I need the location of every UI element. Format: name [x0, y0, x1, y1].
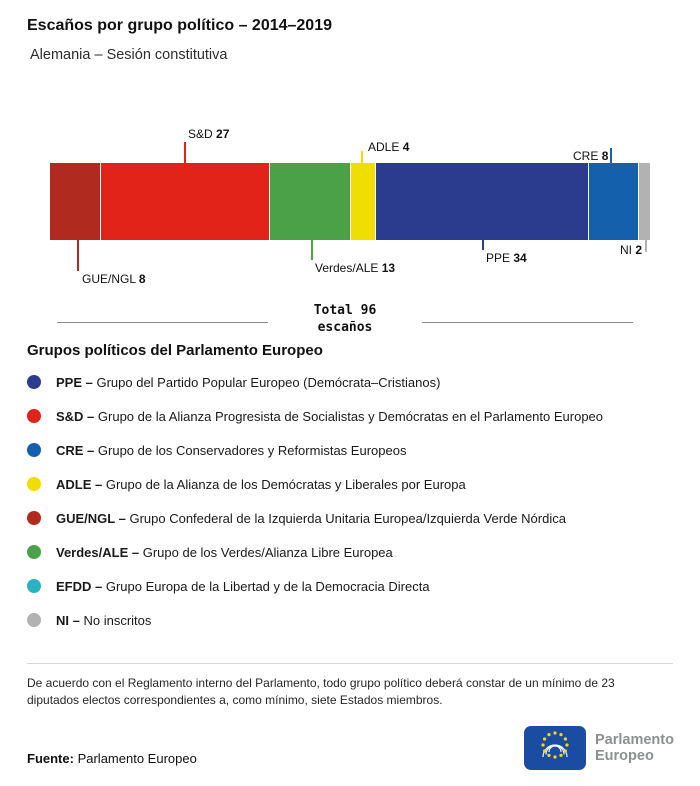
legend-color-dot-icon	[27, 579, 41, 593]
legend-color-dot-icon	[27, 545, 41, 559]
legend-item-label: ADLE – Grupo de la Alianza de los Demócr…	[56, 476, 466, 492]
total-divider-right	[422, 322, 633, 323]
callout-verdes-ale: Verdes/ALE 13	[315, 261, 396, 275]
page-subtitle: Alemania – Sesión constitutiva	[30, 47, 228, 63]
bar-segment-NI	[637, 163, 650, 240]
callout-gue-ngl: GUE/NGL 8	[82, 272, 146, 286]
leader-line-cre	[610, 148, 612, 163]
legend-item: S&D – Grupo de la Alianza Progresista de…	[27, 399, 677, 433]
total-seats-value: 96	[360, 303, 377, 318]
legend-color-dot-icon	[27, 477, 41, 491]
page-title: Escaños por grupo político – 2014–2019	[27, 17, 332, 34]
legend-heading: Grupos políticos del Parlamento Europeo	[27, 342, 323, 359]
callout-cre: CRE 8	[573, 149, 609, 163]
legend-color-dot-icon	[27, 409, 41, 423]
legend-item: Verdes/ALE – Grupo de los Verdes/Alianza…	[27, 535, 677, 569]
footnote-divider	[27, 663, 673, 664]
total-seats-unit: escaños	[317, 320, 373, 335]
legend-color-dot-icon	[27, 375, 41, 389]
legend-item-label: PPE – Grupo del Partido Popular Europeo …	[56, 374, 441, 390]
bar-segment-S&D	[100, 163, 269, 240]
bar-segment-Verdes/ALE	[268, 163, 350, 240]
legend-item: CRE – Grupo de los Conservadores y Refor…	[27, 433, 677, 467]
legend-item-label: NI – No inscritos	[56, 612, 152, 628]
legend: PPE – Grupo del Partido Popular Europeo …	[27, 365, 677, 637]
legend-item: ADLE – Grupo de la Alianza de los Demócr…	[27, 467, 677, 501]
bar-segment-CRE	[587, 163, 638, 240]
legend-item-label: CRE – Grupo de los Conservadores y Refor…	[56, 442, 407, 458]
legend-item-label: Verdes/ALE – Grupo de los Verdes/Alianza…	[56, 544, 393, 560]
source-label: Fuente:	[27, 751, 74, 766]
legend-color-dot-icon	[27, 613, 41, 627]
legend-item: PPE – Grupo del Partido Popular Europeo …	[27, 365, 677, 399]
leader-line-adle	[361, 151, 363, 163]
footnote-text: De acuerdo con el Reglamento interno del…	[27, 676, 615, 707]
bar-segment-PPE	[375, 163, 588, 240]
ep-logo-text: Parlamento Europeo	[595, 732, 674, 764]
legend-color-dot-icon	[27, 443, 41, 457]
legend-item: NI – No inscritos	[27, 603, 677, 637]
source-line: Fuente: Parlamento Europeo	[27, 751, 197, 766]
total-divider-left	[57, 322, 268, 323]
legend-color-dot-icon	[27, 511, 41, 525]
legend-item: EFDD – Grupo Europa de la Libertad y de …	[27, 569, 677, 603]
legend-item: GUE/NGL – Grupo Confederal de la Izquier…	[27, 501, 677, 535]
legend-item-label: EFDD – Grupo Europa de la Libertad y de …	[56, 578, 430, 594]
leader-line-verdes-ale	[311, 240, 313, 260]
leader-line-ni	[645, 240, 647, 252]
ep-logo-badge-icon	[524, 726, 586, 770]
ep-logo: Parlamento Europeo	[524, 726, 674, 770]
leader-line-sd	[184, 142, 186, 163]
stacked-seat-bar	[50, 163, 650, 240]
callout-ppe: PPE 34	[486, 251, 527, 265]
legend-item-label: S&D – Grupo de la Alianza Progresista de…	[56, 408, 604, 424]
eu-stars-icon	[541, 731, 569, 759]
callout-ni: NI 2	[620, 243, 643, 257]
legend-item-label: GUE/NGL – Grupo Confederal de la Izquier…	[56, 510, 566, 526]
leader-line-ppe	[482, 240, 484, 250]
bar-segment-GUE/NGL	[50, 163, 100, 240]
callout-adle: ADLE 4	[368, 140, 410, 154]
total-seats: Total 96 escaños	[270, 302, 420, 336]
bar-segment-ADLE	[350, 163, 375, 240]
leader-line-gue-ngl	[77, 240, 79, 271]
callout-sd: S&D 27	[188, 127, 230, 141]
source-value: Parlamento Europeo	[77, 751, 197, 766]
